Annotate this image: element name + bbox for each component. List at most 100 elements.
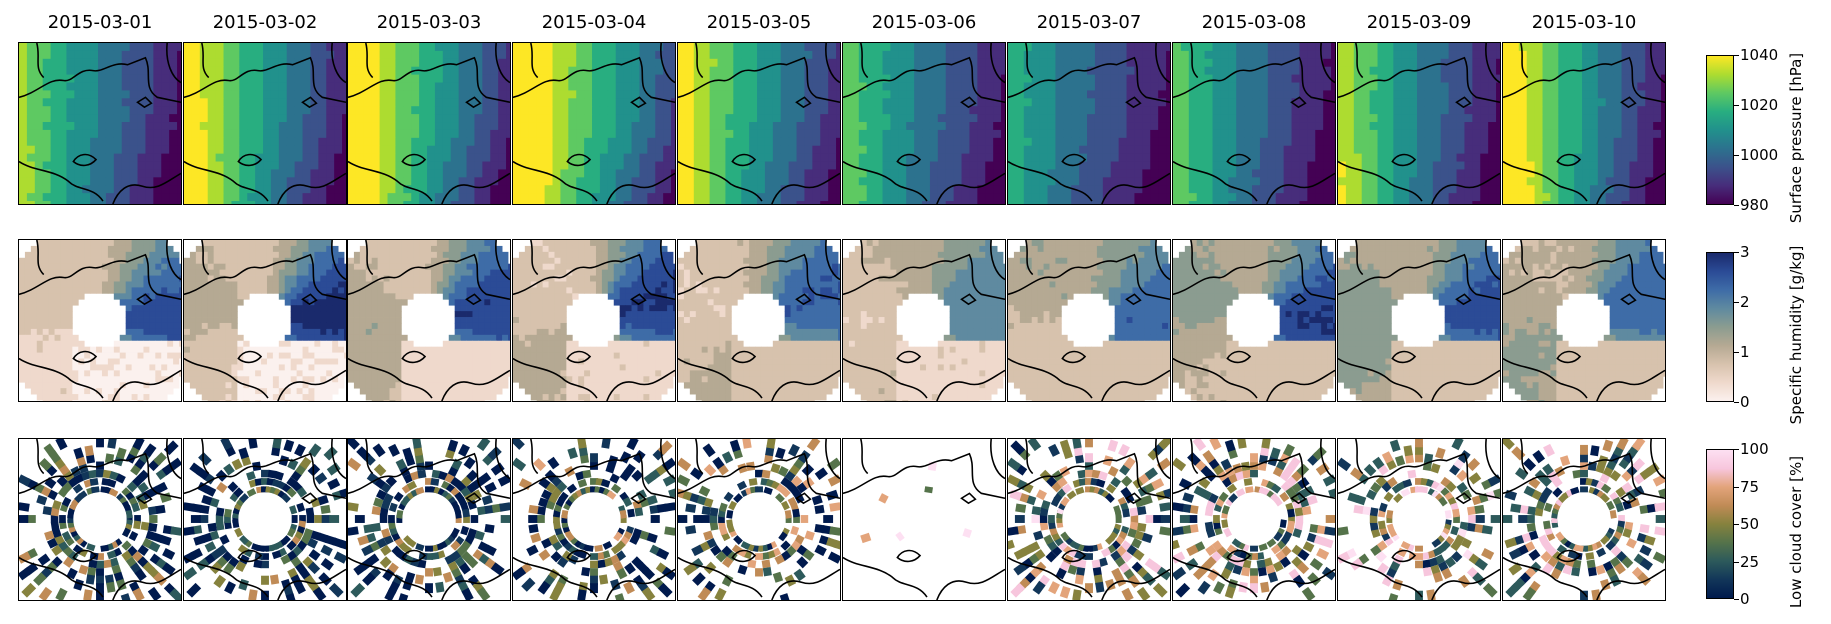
field-cell (1173, 43, 1182, 52)
field-cell (30, 275, 38, 282)
field-cell (945, 114, 955, 123)
field-cell (1079, 58, 1088, 68)
field-cell (1605, 177, 1615, 186)
field-cell (599, 122, 609, 131)
field-cell (318, 169, 327, 178)
field-cell (1204, 177, 1214, 186)
field-cell (255, 137, 264, 147)
field-cell (1087, 137, 1096, 147)
field-cell (1110, 169, 1120, 178)
field-cell (50, 161, 60, 170)
field-cell (74, 145, 83, 155)
field-cell (858, 50, 868, 60)
field-cell (177, 114, 181, 123)
field-cell (544, 98, 554, 107)
field-cell (161, 263, 168, 271)
field-cell (1510, 122, 1520, 131)
field-cell (1645, 50, 1654, 60)
field-cell (1008, 153, 1017, 163)
coastline (1101, 172, 1170, 204)
field-cell (42, 90, 52, 99)
field-cell (1094, 193, 1104, 202)
field-cell (1236, 50, 1245, 60)
field-cell (310, 90, 319, 99)
field-cell (993, 137, 1002, 147)
field-cell (882, 201, 891, 204)
field-cell (536, 193, 546, 202)
field-cell (247, 58, 256, 68)
field-cell (898, 201, 907, 204)
field-cell (1456, 74, 1465, 84)
field-cell (184, 193, 193, 202)
field-cell (969, 90, 978, 99)
field-cell (239, 90, 248, 99)
field-cell (513, 145, 522, 155)
field-cell (655, 58, 664, 68)
field-cell (1377, 98, 1386, 107)
field-cell (836, 82, 840, 91)
field-cell (882, 129, 891, 139)
field-cell (26, 161, 36, 170)
field-cell (506, 50, 510, 60)
field-cell (1283, 169, 1293, 178)
field-cell (1188, 43, 1198, 52)
field-cell (599, 137, 609, 147)
field-cell (121, 43, 131, 52)
field-cell (42, 251, 50, 259)
field-cell (693, 122, 703, 131)
field-cell (749, 177, 758, 186)
field-cell (599, 58, 609, 68)
field-cell (278, 58, 288, 68)
field-cell (348, 106, 357, 115)
field-cell (167, 251, 174, 259)
field-cell (506, 114, 510, 123)
field-cell (1102, 185, 1112, 194)
field-cell (1503, 74, 1512, 84)
field-cell (1456, 193, 1465, 202)
field-cell (199, 43, 209, 52)
field-cell (177, 129, 181, 139)
field-cell (1055, 58, 1064, 68)
field-cell (223, 106, 232, 115)
field-cell (458, 66, 468, 76)
field-cell (599, 114, 609, 123)
field-cell (607, 74, 617, 84)
field-cell (58, 122, 67, 131)
field-cell (90, 201, 99, 204)
coastline (843, 56, 1005, 104)
field-cell (985, 58, 994, 68)
field-cell (355, 193, 365, 202)
field-cell (780, 58, 790, 68)
field-cell (66, 58, 75, 68)
field-cell (898, 58, 907, 68)
field-cell (544, 137, 554, 147)
field-cell (48, 352, 55, 359)
field-cell (113, 82, 123, 91)
field-cell (207, 185, 217, 194)
field-cell (482, 145, 491, 155)
field-cell (101, 269, 109, 276)
field-cell (66, 275, 73, 282)
field-cell (1369, 129, 1379, 139)
field-cell (466, 185, 475, 194)
field-cell (977, 50, 986, 60)
field-cell (1417, 50, 1426, 60)
field-cell (733, 66, 742, 76)
field-cell (607, 169, 617, 178)
field-cell (906, 122, 915, 131)
field-cell (874, 106, 884, 115)
field-cell (379, 122, 389, 131)
field-cell (72, 257, 79, 265)
field-cell (671, 185, 675, 194)
field-cell (1259, 193, 1269, 202)
field-cell (137, 66, 146, 76)
field-cell (119, 245, 127, 253)
field-cell (1605, 106, 1615, 115)
field-cell (482, 177, 491, 186)
field-cell (1236, 193, 1245, 202)
field-cell (1236, 145, 1245, 155)
field-cell (155, 346, 162, 353)
field-cell (1118, 185, 1128, 194)
field-cell (342, 161, 346, 170)
field-cell (155, 328, 162, 336)
